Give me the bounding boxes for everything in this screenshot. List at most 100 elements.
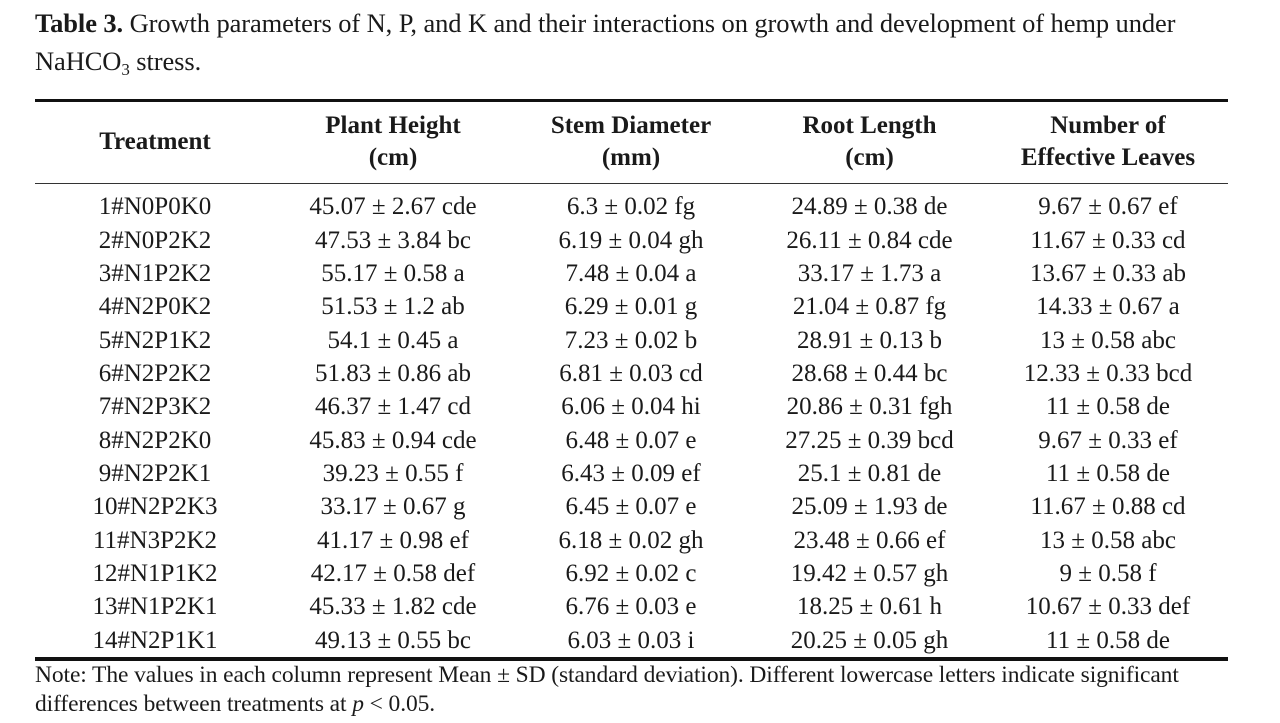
cell-effective-leaves: 11.67 ± 0.33 cd <box>1030 226 1186 254</box>
growth-parameters-table: Treatment Plant Height (cm) Stem Diameter (m… <box>35 99 1228 661</box>
cell-root-length: 24.89 ± 0.38 de <box>791 193 948 221</box>
cell-root-length: 20.86 ± 0.31 fgh <box>786 393 953 421</box>
header-row: Treatment Plant Height (cm) Stem Diameter (m… <box>35 100 1228 184</box>
table-row: 3#N1P2K2 55.17 ± 0.58 a 7.48 ± 0.04 a 33.17… <box>35 257 1228 290</box>
cell-root-length: 28.68 ± 0.44 bc <box>791 359 948 387</box>
cell-plant-height: 51.83 ± 0.86 ab <box>314 359 472 387</box>
caption-subscript: 3 <box>121 60 130 79</box>
table-row: 7#N2P3K2 46.37 ± 1.47 cd 6.06 ± 0.04 hi 20.… <box>35 390 1228 423</box>
table-row: 11#N3P2K2 41.17 ± 0.98 ef 6.18 ± 0.02 gh 23… <box>35 523 1228 556</box>
cell-treatment: 10#N2P2K3 <box>92 493 218 521</box>
note-p-symbol: p <box>352 691 364 717</box>
cell-stem-diameter: 6.48 ± 0.07 e <box>565 426 697 454</box>
cell-effective-leaves: 11 ± 0.58 de <box>1046 626 1170 654</box>
table-row: 12#N1P1K2 42.17 ± 0.58 def 6.92 ± 0.02 c 19… <box>35 557 1228 590</box>
cell-treatment: 12#N1P1K2 <box>92 559 218 587</box>
cell-root-length: 28.91 ± 0.13 b <box>797 326 942 354</box>
header-line1: Treatment <box>99 128 211 155</box>
header-line1: Root Length <box>802 112 937 139</box>
column-header-root-length: Root Length (cm) <box>751 101 988 184</box>
cell-treatment: 11#N3P2K2 <box>92 526 218 554</box>
cell-plant-height: 51.53 ± 1.2 ab <box>321 293 465 321</box>
cell-treatment: 13#N1P2K1 <box>92 593 218 621</box>
table-row: 1#N0P0K0 45.07 ± 2.67 cde 6.3 ± 0.02 fg 24.… <box>35 184 1228 224</box>
table-row: 6#N2P2K2 51.83 ± 0.86 ab 6.81 ± 0.03 cd 28.… <box>35 357 1228 390</box>
data-table-container: Treatment Plant Height (cm) Stem Diameter (m… <box>35 99 1228 661</box>
table-row: 14#N2P1K1 49.13 ± 0.55 bc 6.03 ± 0.03 i 20.… <box>35 623 1228 659</box>
cell-root-length: 19.42 ± 0.57 gh <box>790 559 949 587</box>
cell-root-length: 26.11 ± 0.84 cde <box>786 226 953 254</box>
note-text-end: < 0.05. <box>363 691 436 717</box>
cell-effective-leaves: 13 ± 0.58 abc <box>1040 326 1176 354</box>
table-body: 1#N0P0K0 45.07 ± 2.67 cde 6.3 ± 0.02 fg 24.… <box>35 184 1228 659</box>
cell-root-length: 18.25 ± 0.61 h <box>797 593 942 621</box>
header-line2: (mm) <box>601 144 661 171</box>
table-row: 9#N2P2K1 39.23 ± 0.55 f 6.43 ± 0.09 ef 25.1… <box>35 457 1228 490</box>
cell-stem-diameter: 6.19 ± 0.04 gh <box>558 226 704 254</box>
cell-plant-height: 39.23 ± 0.55 f <box>322 459 464 487</box>
cell-stem-diameter: 6.92 ± 0.02 c <box>565 559 697 587</box>
cell-root-length: 25.09 ± 1.93 de <box>791 493 948 521</box>
cell-stem-diameter: 6.06 ± 0.04 hi <box>561 393 701 421</box>
cell-effective-leaves: 11.67 ± 0.88 cd <box>1030 493 1186 521</box>
cell-stem-diameter: 6.81 ± 0.03 cd <box>559 359 703 387</box>
cell-treatment: 6#N2P2K2 <box>98 359 212 387</box>
cell-treatment: 2#N0P2K2 <box>98 226 212 254</box>
cell-plant-height: 46.37 ± 1.47 cd <box>314 393 472 421</box>
cell-treatment: 3#N1P2K2 <box>98 259 212 287</box>
cell-plant-height: 45.07 ± 2.67 cde <box>309 193 477 221</box>
cell-stem-diameter: 6.03 ± 0.03 i <box>567 626 695 654</box>
table-row: 2#N0P2K2 47.53 ± 3.84 bc 6.19 ± 0.04 gh 26.… <box>35 223 1228 256</box>
cell-plant-height: 54.1 ± 0.45 a <box>327 326 459 354</box>
cell-treatment: 4#N2P0K2 <box>98 293 212 321</box>
table-caption: Table 3. Growth parameters of N, P, and … <box>35 4 1235 80</box>
cell-treatment: 9#N2P2K1 <box>98 459 212 487</box>
column-header-treatment: Treatment <box>35 101 275 184</box>
cell-stem-diameter: 6.3 ± 0.02 fg <box>566 193 696 221</box>
header-line1: Number of <box>1050 112 1166 139</box>
cell-effective-leaves: 14.33 ± 0.67 a <box>1036 293 1180 321</box>
cell-root-length: 25.1 ± 0.81 de <box>797 459 942 487</box>
cell-effective-leaves: 13.67 ± 0.33 ab <box>1029 259 1187 287</box>
cell-treatment: 7#N2P3K2 <box>98 393 212 421</box>
cell-plant-height: 42.17 ± 0.58 def <box>310 559 476 587</box>
header-line1: Stem Diameter <box>550 112 712 139</box>
caption-text-end: stress. <box>129 46 202 76</box>
cell-plant-height: 41.17 ± 0.98 ef <box>317 526 469 554</box>
header-line2: (cm) <box>368 144 418 171</box>
caption-text: Growth parameters of N, P, and K and the… <box>35 8 1176 76</box>
table-note: Note: The values in each column represen… <box>35 661 1235 719</box>
cell-stem-diameter: 6.18 ± 0.02 gh <box>558 526 704 554</box>
column-header-effective-leaves: Number of Effective Leaves <box>988 101 1228 184</box>
cell-treatment: 1#N0P0K0 <box>98 193 212 221</box>
cell-effective-leaves: 13 ± 0.58 abc <box>1040 526 1176 554</box>
cell-effective-leaves: 10.67 ± 0.33 def <box>1025 593 1191 621</box>
cell-treatment: 14#N2P1K1 <box>92 626 218 654</box>
cell-root-length: 23.48 ± 0.66 ef <box>793 526 946 554</box>
cell-plant-height: 49.13 ± 0.55 bc <box>314 626 472 654</box>
header-line1: Plant Height <box>325 112 461 139</box>
cell-effective-leaves: 9 ± 0.58 f <box>1059 559 1157 587</box>
cell-effective-leaves: 9.67 ± 0.33 ef <box>1038 426 1178 454</box>
cell-plant-height: 55.17 ± 0.58 a <box>321 259 465 287</box>
cell-stem-diameter: 6.45 ± 0.07 e <box>565 493 697 521</box>
caption-label: Table 3. <box>35 8 124 38</box>
header-line2: Effective Leaves <box>1020 144 1196 171</box>
cell-stem-diameter: 6.76 ± 0.03 e <box>565 593 697 621</box>
table-row: 10#N2P2K3 33.17 ± 0.67 g 6.45 ± 0.07 e 25.0… <box>35 490 1228 523</box>
cell-plant-height: 45.83 ± 0.94 cde <box>309 426 477 454</box>
cell-effective-leaves: 12.33 ± 0.33 bcd <box>1023 359 1193 387</box>
table-row: 8#N2P2K0 45.83 ± 0.94 cde 6.48 ± 0.07 e 27.… <box>35 423 1228 456</box>
column-header-plant-height: Plant Height (cm) <box>275 101 511 184</box>
cell-stem-diameter: 7.23 ± 0.02 b <box>564 326 698 354</box>
cell-root-length: 33.17 ± 1.73 a <box>797 259 942 287</box>
cell-root-length: 21.04 ± 0.87 fg <box>792 293 947 321</box>
note-text: Note: The values in each column represen… <box>35 662 1179 717</box>
cell-plant-height: 45.33 ± 1.82 cde <box>309 593 477 621</box>
table-row: 5#N2P1K2 54.1 ± 0.45 a 7.23 ± 0.02 b 28.91 … <box>35 323 1228 356</box>
cell-plant-height: 47.53 ± 3.84 bc <box>314 226 472 254</box>
table-row: 13#N1P2K1 45.33 ± 1.82 cde 6.76 ± 0.03 e 18… <box>35 590 1228 623</box>
table-row: 4#N2P0K2 51.53 ± 1.2 ab 6.29 ± 0.01 g 21.04… <box>35 290 1228 323</box>
cell-stem-diameter: 7.48 ± 0.04 a <box>565 259 697 287</box>
cell-treatment: 8#N2P2K0 <box>98 426 212 454</box>
